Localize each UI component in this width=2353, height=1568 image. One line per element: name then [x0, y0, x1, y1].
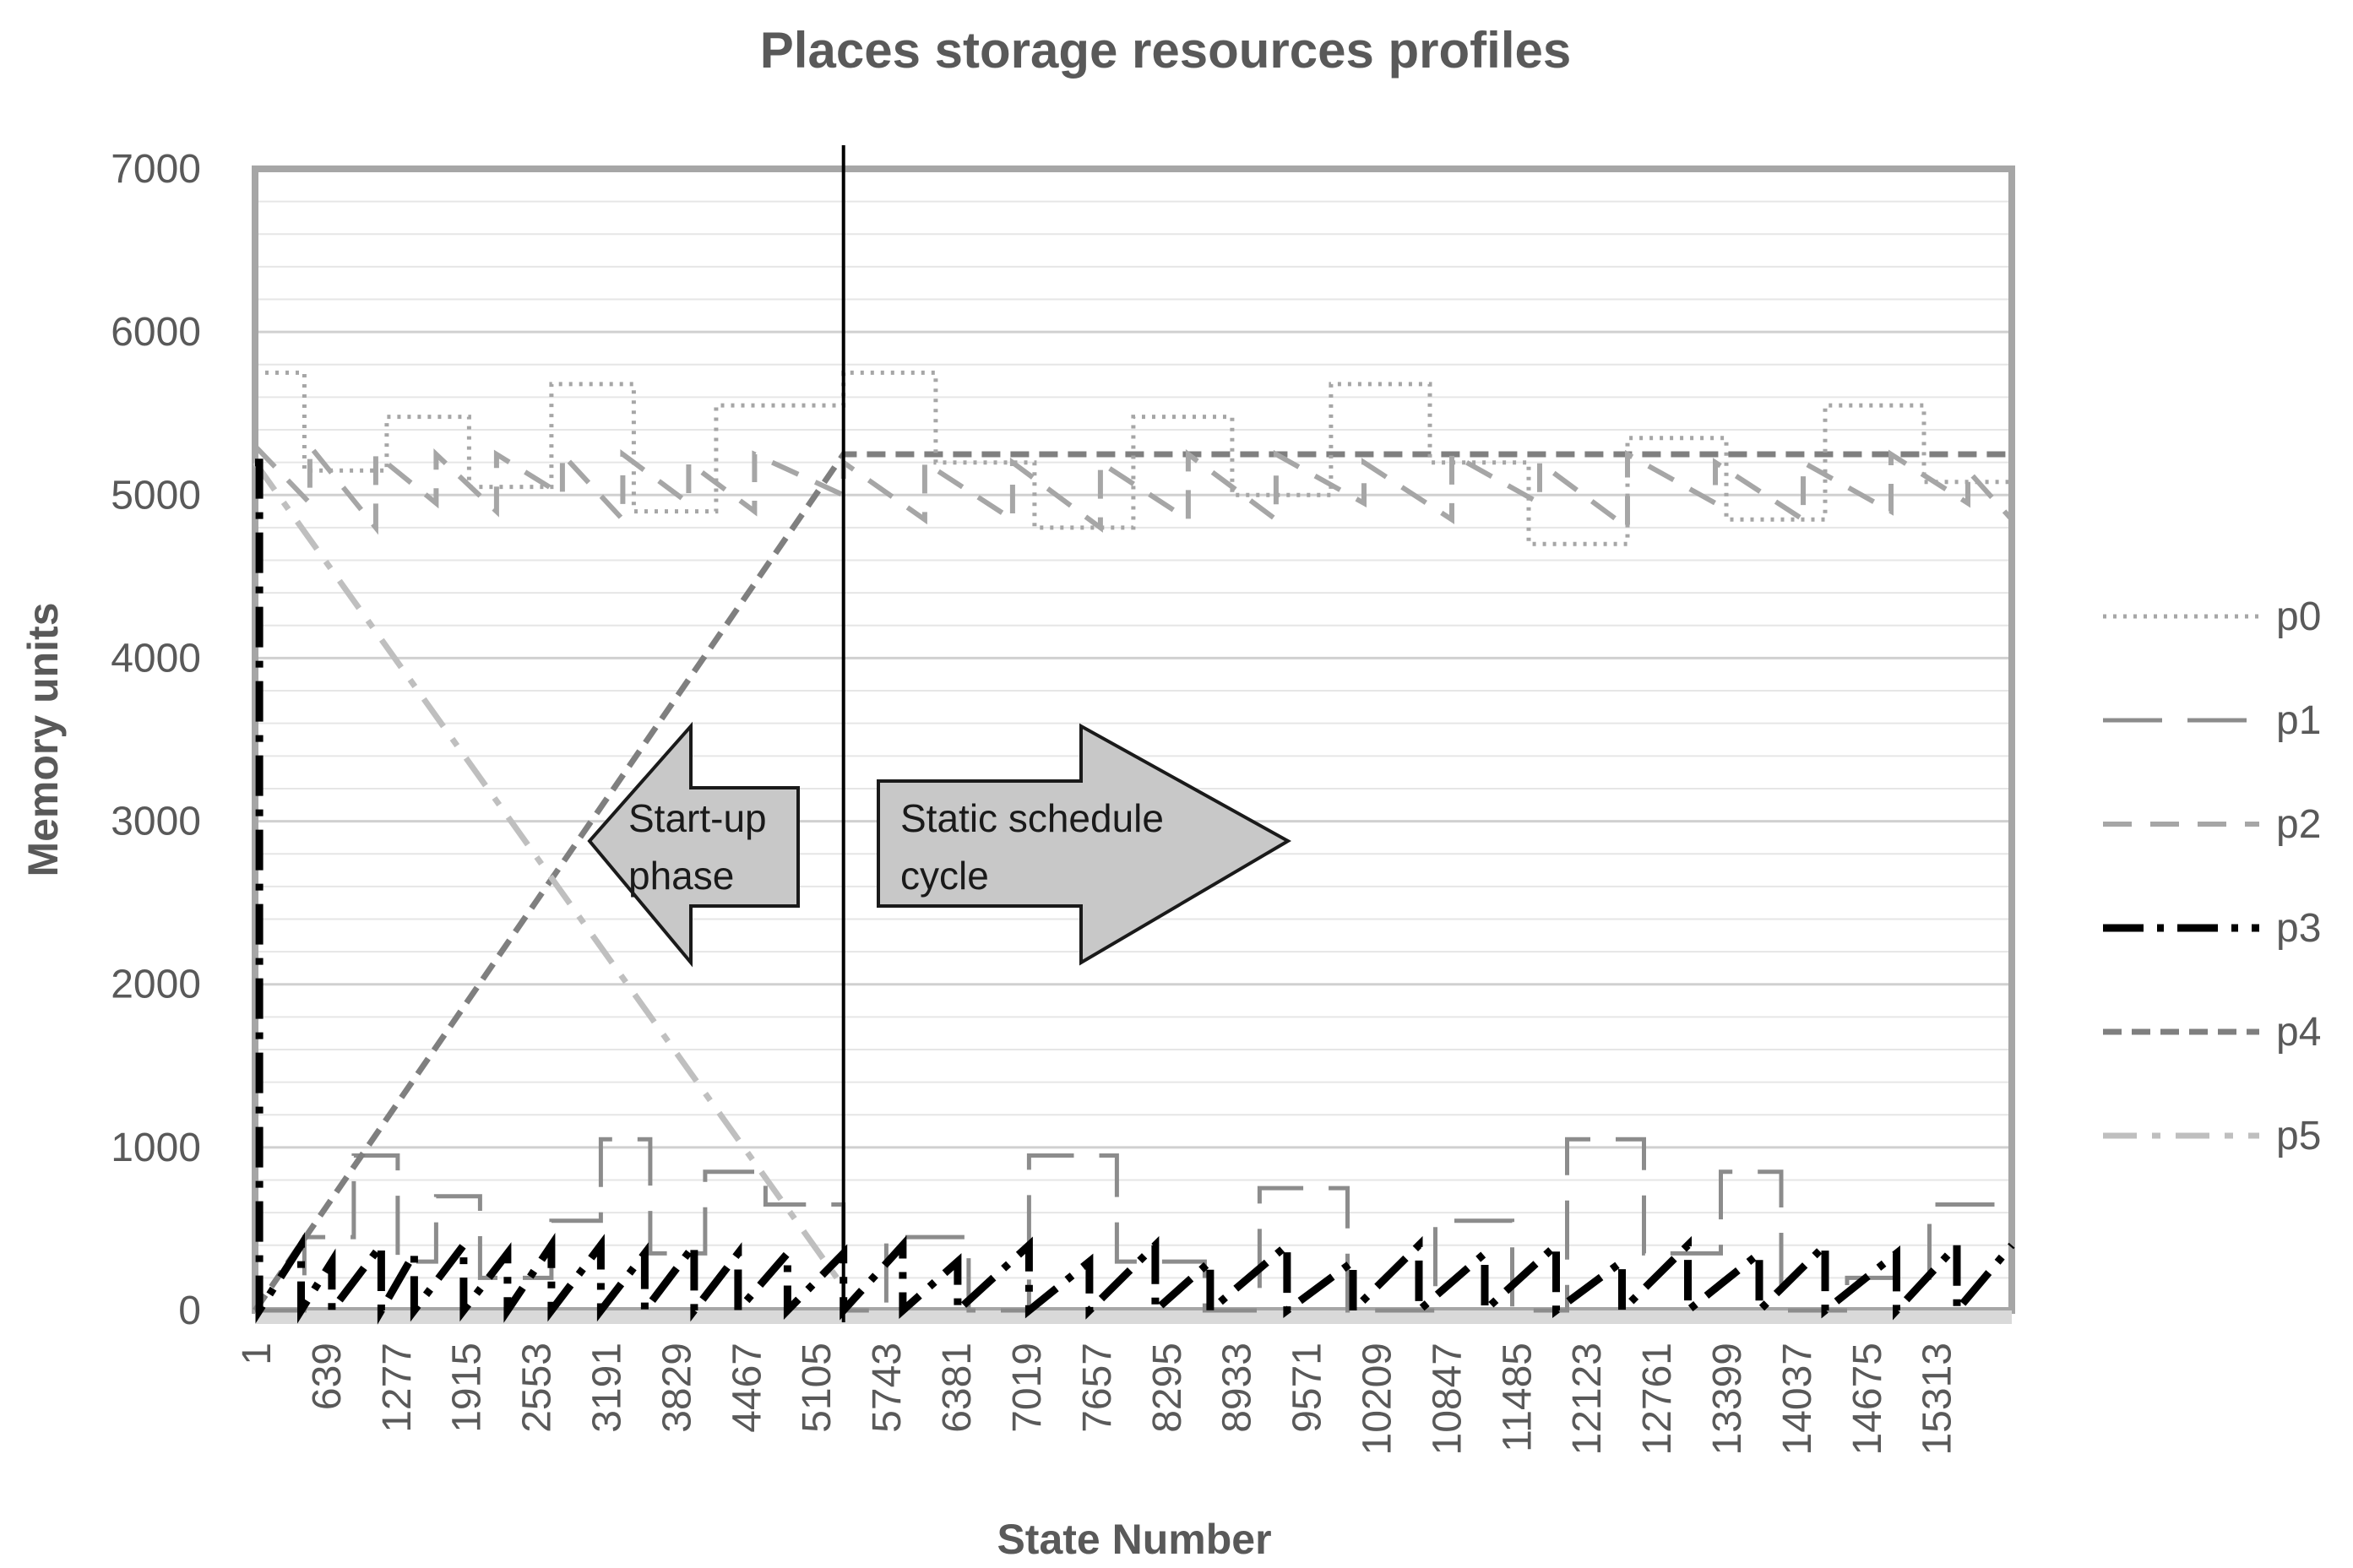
x-axis-title: State Number	[997, 1516, 1271, 1563]
x-tick-label: 639	[305, 1343, 350, 1410]
left-arrow-shape	[587, 721, 800, 968]
x-tick-label: 8933	[1215, 1343, 1260, 1433]
x-tick-label: 2553	[515, 1343, 560, 1433]
x-tick-label: 1	[235, 1343, 280, 1365]
legend-label-p1: p1	[2276, 698, 2321, 743]
x-tick-label: 15313	[1916, 1343, 1960, 1455]
x-tick-label: 4467	[725, 1343, 769, 1433]
y-tick-label: 6000	[111, 310, 201, 355]
legend-label-p5: p5	[2276, 1114, 2321, 1158]
x-tick-label: 12761	[1635, 1343, 1680, 1455]
y-tick-label: 7000	[111, 147, 201, 192]
y-tick-label: 3000	[111, 800, 201, 844]
right-arrow-shape	[877, 723, 1292, 966]
x-axis-ticks: 1 639 1277 1915 2553 3191 3829 4467 5105 5743 6381…	[235, 1343, 1960, 1455]
startup-phase-line-1: Start-up	[628, 796, 767, 840]
y-tick-label: 0	[178, 1289, 201, 1333]
legend-label-p2: p2	[2276, 802, 2321, 847]
x-tick-label: 10847	[1425, 1343, 1470, 1455]
series-line-p3	[255, 458, 2015, 1325]
x-tick-label: 13399	[1705, 1343, 1750, 1455]
startup-phase-annotation: Start-up phase	[587, 721, 800, 968]
legend-label-p4: p4	[2276, 1010, 2321, 1055]
x-tick-label: 1915	[445, 1343, 490, 1433]
x-tick-label: 3829	[655, 1343, 699, 1433]
series-line-p0	[255, 370, 2012, 546]
x-tick-label: 9571	[1285, 1343, 1330, 1433]
y-axis-title: Memory units	[19, 602, 67, 876]
x-tick-label: 10209	[1355, 1343, 1399, 1455]
x-tick-label: 5743	[865, 1343, 910, 1433]
x-tick-label: 14675	[1845, 1343, 1890, 1455]
x-tick-label: 7019	[1005, 1343, 1050, 1433]
y-axis-ticks: 0 1000 2000 3000 4000 5000 6000 7000	[111, 147, 201, 1333]
chart-title: Places storage resources profiles	[760, 22, 1571, 79]
startup-phase-line-2: phase	[628, 854, 734, 898]
series-line-p1	[255, 1137, 2012, 1313]
y-tick-label: 2000	[111, 963, 201, 1007]
static-schedule-annotation: Static schedule cycle	[877, 723, 1292, 966]
x-tick-label: 1277	[375, 1343, 420, 1433]
legend-label-p3: p3	[2276, 906, 2321, 951]
x-tick-label: 5105	[795, 1343, 840, 1433]
y-tick-label: 1000	[111, 1126, 201, 1170]
legend: p0 p1 p2 p3 p4 p5	[2103, 594, 2321, 1158]
x-axis-band	[255, 1310, 2012, 1324]
series-line-p2	[253, 438, 2014, 535]
y-tick-label: 5000	[111, 473, 201, 518]
x-tick-label: 3191	[585, 1343, 630, 1433]
x-tick-label: 8295	[1145, 1343, 1190, 1433]
gridlines	[255, 167, 2012, 1312]
plot-area	[252, 165, 2015, 1314]
x-tick-label: 12123	[1565, 1343, 1610, 1455]
x-tick-label: 11485	[1495, 1343, 1540, 1452]
x-tick-label: 6381	[935, 1343, 980, 1433]
legend-label-p0: p0	[2276, 594, 2321, 639]
static-schedule-line-1: Static schedule	[900, 796, 1164, 840]
y-tick-label: 4000	[111, 636, 201, 681]
static-schedule-line-2: cycle	[900, 854, 989, 898]
x-tick-label: 7657	[1075, 1343, 1120, 1433]
x-tick-label: 14037	[1775, 1343, 1820, 1455]
series-line-p5	[253, 460, 840, 1280]
